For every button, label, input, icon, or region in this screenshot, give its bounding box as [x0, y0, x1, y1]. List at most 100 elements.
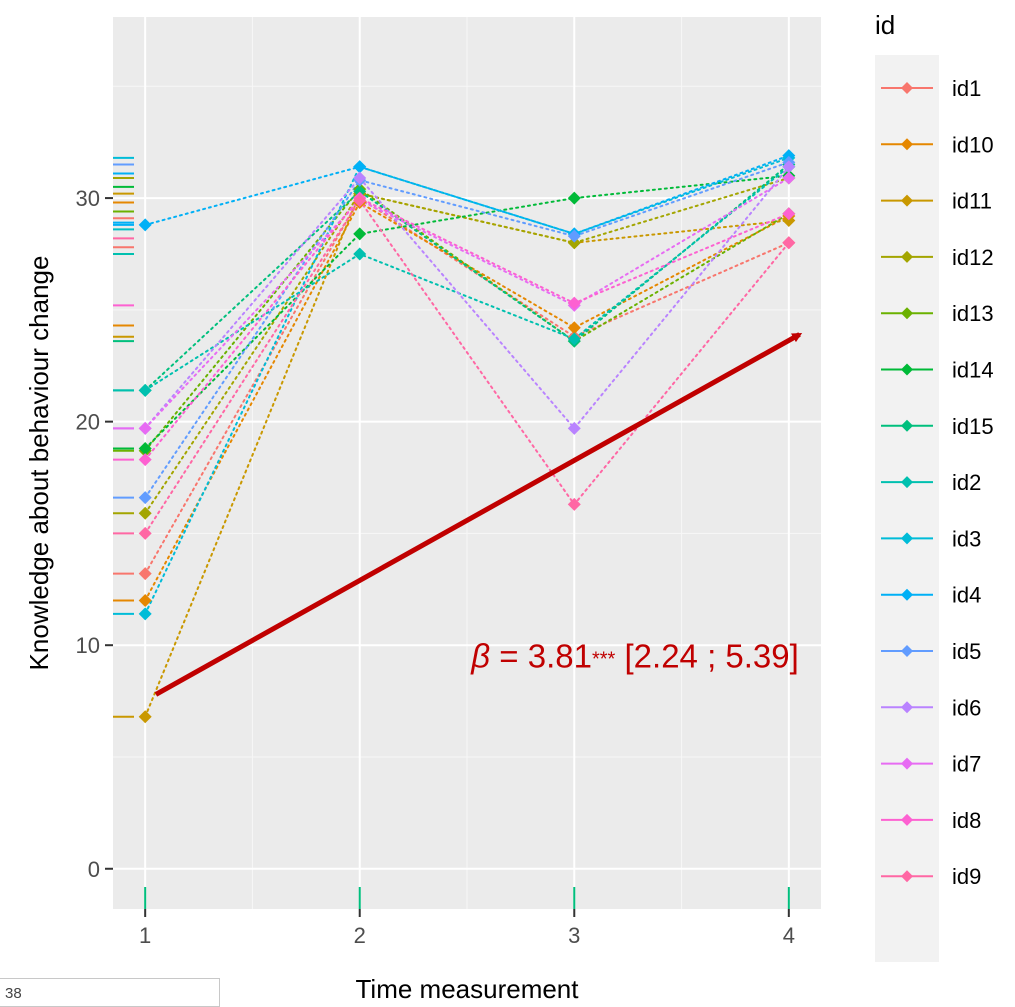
point-id5	[567, 229, 581, 243]
series-line-id1	[144, 196, 790, 575]
legend-key-point	[901, 532, 913, 545]
point-id4	[782, 149, 796, 163]
series-line-id15	[144, 163, 790, 392]
series-line-id7	[144, 177, 790, 430]
legend-key-point	[901, 813, 913, 826]
series-line-id6	[144, 165, 790, 430]
legend-item-id9: id9	[881, 864, 981, 889]
point-id4	[138, 218, 152, 232]
x-rug-marks	[144, 887, 790, 909]
y-tick-label: 20	[76, 410, 100, 435]
significance-stars: ***	[592, 649, 616, 671]
point-id7	[782, 171, 796, 185]
legend-key-point	[901, 757, 913, 770]
point-id14	[353, 227, 367, 241]
legend-label: id9	[952, 864, 981, 889]
legend-item-id1: id1	[881, 76, 981, 101]
point-id12	[567, 236, 581, 250]
legend-label: id2	[952, 470, 981, 495]
point-id1	[138, 567, 152, 581]
x-axis-title: Time measurement	[356, 974, 580, 1004]
legend-key-point	[901, 138, 913, 151]
legend-key-point	[901, 588, 913, 601]
legend-item-id5: id5	[881, 639, 981, 664]
point-id14	[567, 191, 581, 205]
legend-label: id6	[952, 695, 981, 720]
legend-key-point	[901, 701, 913, 714]
point-id8	[138, 453, 152, 467]
series-line-id5	[144, 161, 790, 499]
y-tick-label: 10	[76, 633, 100, 658]
x-axis: 1 2 3 4	[139, 909, 795, 948]
point-id2	[138, 383, 152, 397]
point-id9	[353, 193, 367, 207]
legend-label: id7	[952, 752, 981, 777]
legend-label: id13	[952, 301, 994, 326]
legend-item-id7: id7	[881, 752, 981, 777]
legend-label: id15	[952, 414, 994, 439]
series-line-id9	[144, 198, 790, 535]
legend-item-id10: id10	[881, 132, 994, 157]
legend-key-point	[901, 250, 913, 263]
point-id5	[138, 491, 152, 505]
point-id9	[782, 236, 796, 250]
point-id7	[138, 421, 152, 435]
confidence-interval: [2.24 ; 5.39]	[615, 638, 798, 675]
beta-symbol: β	[470, 638, 490, 675]
point-id9	[138, 526, 152, 540]
legend-label: id3	[952, 526, 981, 551]
legend-key-point	[901, 363, 913, 376]
legend-item-id11: id11	[881, 189, 992, 214]
rug-marks	[113, 156, 134, 718]
point-id2	[567, 332, 581, 346]
legend-label: id11	[952, 189, 992, 214]
point-id3	[138, 607, 152, 621]
legend-item-id14: id14	[881, 358, 994, 383]
legend-key-point	[901, 476, 913, 489]
point-id8	[567, 296, 581, 310]
legend-item-id13: id13	[881, 301, 994, 326]
beta-value: = 3.81	[490, 638, 592, 675]
point-id6	[567, 421, 581, 435]
legend-key-point	[901, 194, 913, 207]
point-id2	[353, 247, 367, 261]
legend-label: id8	[952, 808, 981, 833]
series-line-id12	[144, 177, 790, 515]
legend-item-id12: id12	[881, 245, 994, 270]
page-number: 38	[0, 978, 220, 1007]
legend-key-point	[901, 307, 913, 320]
x-tick-label: 1	[139, 923, 151, 948]
legend-item-id6: id6	[881, 695, 981, 720]
legend-label: id4	[952, 583, 981, 608]
point-id6	[353, 171, 367, 185]
legend-label: id14	[952, 358, 994, 383]
legend-key-point	[901, 419, 913, 432]
point-id4	[353, 160, 367, 174]
legend-label: id12	[952, 245, 994, 270]
legend-key-background	[875, 55, 939, 962]
x-tick-label: 3	[568, 923, 580, 948]
series-points	[138, 149, 796, 724]
x-tick-label: 4	[783, 923, 795, 948]
legend-label: id1	[952, 76, 981, 101]
beta-annotation: β = 3.81*** [2.24 ; 5.39]	[470, 638, 799, 675]
point-id6	[782, 160, 796, 174]
legend-item-id4: id4	[881, 583, 981, 608]
point-id12	[138, 506, 152, 520]
legend-key-point	[901, 82, 913, 94]
y-axis-title: Knowledge about behaviour change	[24, 256, 54, 671]
y-axis: 0 10 20 30	[76, 186, 113, 882]
legend-label: id5	[952, 639, 981, 664]
point-id8	[782, 207, 796, 221]
point-id11	[782, 213, 796, 227]
legend-item-id8: id8	[881, 808, 981, 833]
legend-key-point	[901, 870, 913, 883]
point-id9	[567, 497, 581, 511]
point-id15	[353, 184, 367, 198]
series-lines	[144, 154, 790, 718]
y-tick-label: 30	[76, 186, 100, 211]
series-line-id3	[144, 156, 790, 615]
point-id11	[138, 710, 152, 724]
point-id10	[567, 321, 581, 335]
